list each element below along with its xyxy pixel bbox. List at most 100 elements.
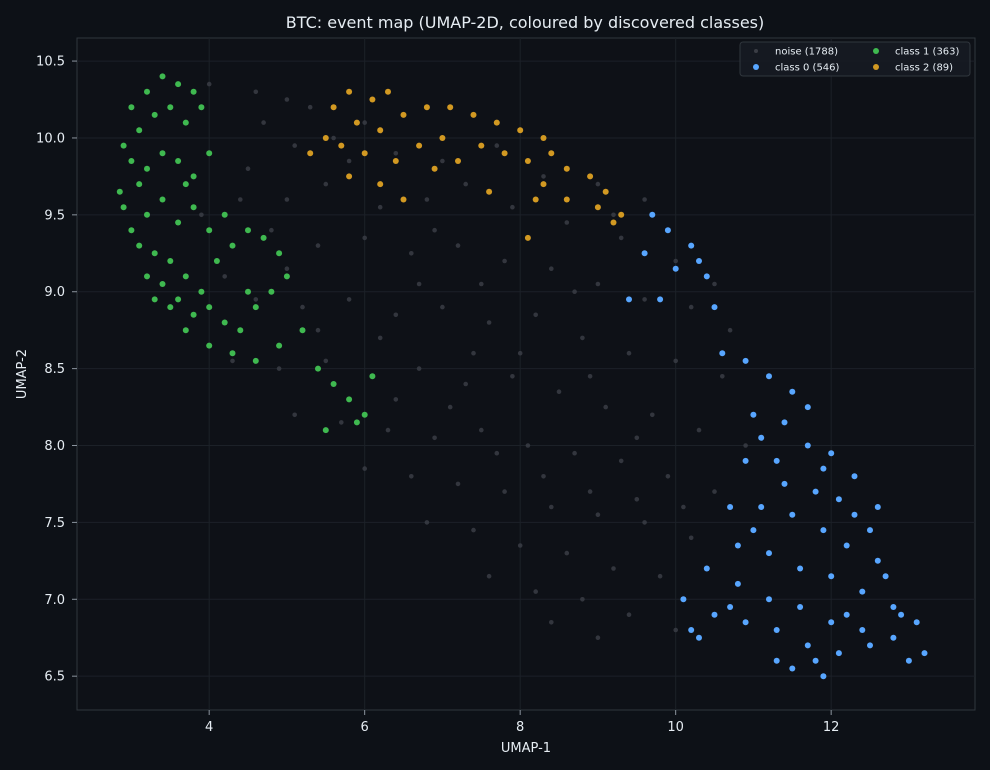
- y-tick-label: 8.5: [44, 362, 65, 377]
- data-point: [595, 281, 601, 287]
- data-point: [789, 665, 796, 672]
- data-point: [766, 596, 772, 603]
- data-point: [524, 234, 531, 241]
- data-point: [362, 466, 368, 471]
- data-point: [199, 212, 204, 218]
- data-point: [416, 366, 422, 371]
- data-point: [268, 288, 275, 295]
- data-point: [447, 404, 453, 410]
- data-point: [664, 227, 671, 234]
- legend-label: class 1 (363): [895, 47, 960, 58]
- data-point: [331, 135, 336, 141]
- data-point: [649, 211, 656, 218]
- data-point: [322, 427, 329, 434]
- data-point: [828, 450, 835, 457]
- legend-label: class 0 (546): [775, 63, 840, 74]
- data-point: [222, 274, 227, 279]
- data-point: [198, 288, 205, 295]
- data-point: [564, 220, 570, 225]
- data-point: [719, 350, 726, 357]
- data-point: [440, 158, 445, 164]
- data-point: [797, 604, 804, 610]
- data-point: [159, 150, 166, 157]
- data-point: [533, 312, 538, 318]
- data-point: [346, 173, 353, 180]
- data-point: [245, 288, 251, 295]
- data-point: [431, 165, 438, 172]
- data-point: [712, 489, 717, 494]
- data-point: [867, 642, 873, 649]
- data-point: [587, 374, 593, 379]
- data-point: [284, 266, 290, 272]
- data-point: [284, 97, 290, 102]
- data-point: [493, 119, 500, 126]
- data-point: [696, 427, 702, 433]
- y-axis-ticks: 6.5 7.0 7.5 8.0 8.5 9.0 9.5 10.0 10.5: [36, 55, 77, 685]
- data-point: [548, 150, 555, 157]
- data-point: [843, 611, 850, 618]
- data-point: [657, 296, 664, 303]
- data-point: [563, 196, 570, 203]
- data-point: [323, 358, 329, 364]
- data-point: [229, 350, 236, 357]
- data-point: [533, 589, 538, 594]
- data-point: [743, 443, 748, 448]
- data-point: [362, 235, 368, 241]
- data-point: [167, 304, 174, 311]
- data-point: [626, 350, 632, 356]
- data-point: [353, 419, 360, 426]
- y-axis-label: UMAP-2: [15, 349, 30, 399]
- data-point: [346, 88, 353, 95]
- data-point: [688, 242, 695, 249]
- data-point: [618, 458, 624, 464]
- data-point: [198, 104, 205, 111]
- data-point: [424, 520, 430, 525]
- data-point: [541, 174, 546, 179]
- data-point: [230, 358, 235, 364]
- data-point: [797, 565, 804, 572]
- plot-area: [76, 37, 976, 711]
- data-point: [711, 304, 718, 311]
- legend-label: noise (1788): [775, 47, 838, 58]
- data-point: [734, 580, 741, 587]
- x-tick-label: 12: [823, 720, 840, 735]
- chart-title: BTC: event map (UMAP-2D, coloured by dis…: [286, 13, 764, 32]
- data-point: [260, 234, 267, 241]
- data-point: [455, 243, 461, 248]
- data-point: [463, 181, 469, 187]
- data-point: [206, 342, 213, 349]
- data-point: [913, 619, 920, 626]
- data-point: [190, 204, 197, 211]
- data-point: [385, 88, 391, 95]
- x-tick-label: 8: [516, 720, 524, 735]
- data-point: [641, 250, 648, 257]
- data-point: [781, 419, 788, 426]
- data-point: [339, 420, 344, 425]
- data-point: [252, 304, 259, 311]
- legend-label: class 2 (89): [895, 63, 953, 74]
- data-point: [525, 443, 531, 448]
- data-point: [330, 381, 337, 387]
- data-point: [128, 227, 135, 234]
- data-point: [455, 481, 461, 487]
- data-point: [470, 111, 477, 118]
- data-point: [665, 474, 671, 479]
- data-point: [346, 158, 352, 164]
- data-point: [423, 104, 430, 111]
- data-point: [541, 474, 546, 479]
- data-point: [362, 120, 368, 125]
- data-point: [377, 204, 383, 210]
- data-point: [502, 489, 507, 494]
- data-points: [116, 73, 928, 680]
- data-point: [245, 166, 251, 171]
- x-axis-ticks: 4 6 8 10 12: [205, 710, 839, 735]
- data-point: [696, 634, 702, 641]
- data-point: [439, 135, 446, 141]
- data-point: [416, 281, 422, 287]
- data-point: [494, 450, 500, 456]
- data-point: [618, 235, 624, 241]
- data-point: [284, 197, 290, 202]
- data-point: [120, 204, 127, 211]
- data-point: [261, 120, 266, 125]
- data-point: [517, 350, 523, 356]
